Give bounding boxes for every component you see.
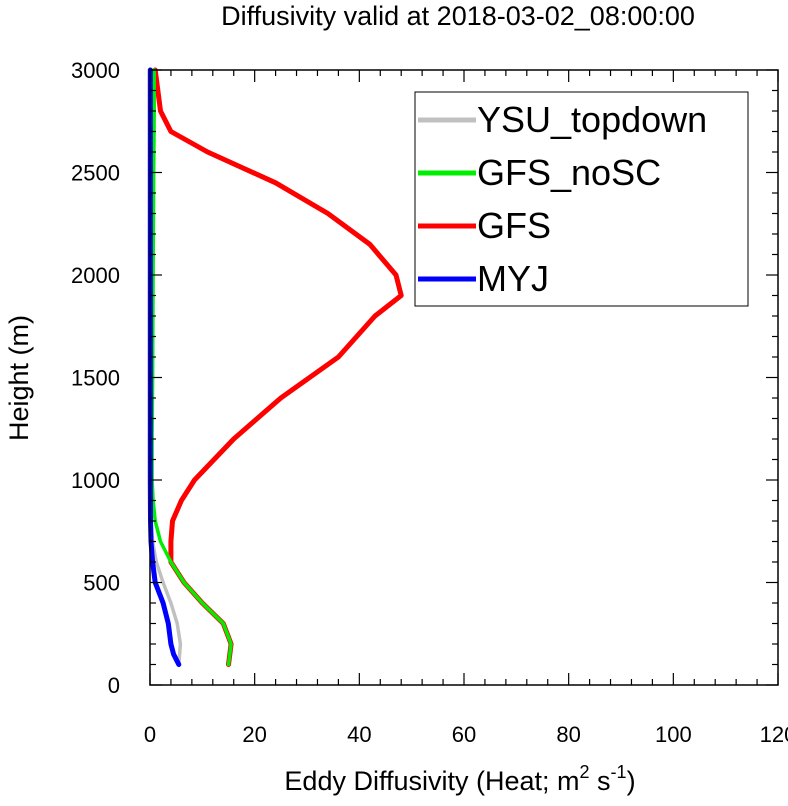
legend-label-myj: MYJ: [477, 258, 549, 299]
x-axis-title-sup2: -1: [611, 762, 627, 782]
x-axis-title-prefix: Eddy Diffusivity (Heat; m: [284, 766, 579, 796]
y-tick-label: 0: [108, 673, 120, 698]
legend: YSU_topdown GFS_noSC GFS MYJ: [414, 91, 749, 307]
x-axis-title-sup1: 2: [580, 762, 590, 782]
chart-title: Diffusivity valid at 2018-03-02_08:00:00: [221, 1, 695, 31]
x-tick-label: 60: [452, 722, 476, 747]
y-tick-label: 1000: [71, 468, 120, 493]
y-tick-labels: 0 500 1000 1500 2000 2500 3000: [71, 58, 120, 698]
x-tick-labels: 0 20 40 60 80 100 120: [144, 722, 788, 747]
x-tick-label: 40: [347, 722, 371, 747]
legend-label-gfs: GFS: [477, 205, 551, 246]
y-tick-label: 3000: [71, 58, 120, 83]
x-axis-title-suffix: ): [627, 766, 636, 796]
legend-items: YSU_topdown GFS_noSC GFS MYJ: [418, 99, 707, 299]
x-tick-label: 100: [655, 722, 692, 747]
y-axis-title: Height (m): [4, 315, 34, 441]
x-tick-label: 0: [144, 722, 156, 747]
plot-lines: [147, 67, 404, 667]
x-tick-label: 80: [556, 722, 580, 747]
legend-label-gfs-nosc: GFS_noSC: [477, 152, 661, 193]
x-axis-title: Eddy Diffusivity (Heat; m2 s-1): [284, 762, 635, 796]
y-tick-label: 500: [83, 571, 120, 596]
x-tick-label: 120: [760, 722, 788, 747]
legend-label-ysu-topdown: YSU_topdown: [477, 99, 707, 140]
series-line-gfs: [152, 67, 404, 667]
plot-frame: [149, 69, 779, 686]
y-tick-label: 2500: [71, 161, 120, 186]
x-axis-title-middle: s: [590, 766, 611, 796]
series-line-gfs-nosc: [150, 68, 233, 667]
x-tick-label: 20: [242, 722, 266, 747]
axis-ticks: [149, 69, 779, 686]
legend-box: [414, 91, 749, 307]
y-tick-label: 1500: [71, 366, 120, 391]
y-tick-label: 2000: [71, 263, 120, 288]
